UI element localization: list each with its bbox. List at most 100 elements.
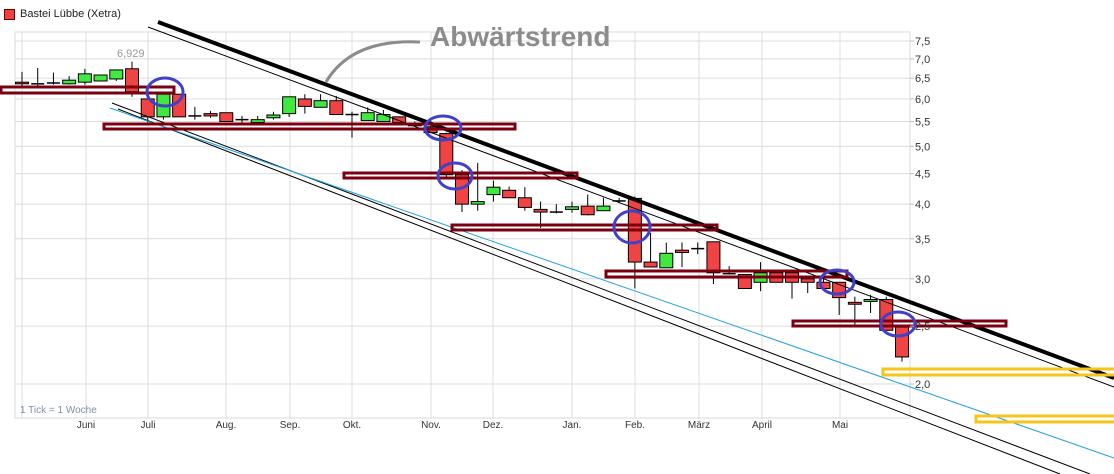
x-tick-label: Feb. (625, 420, 645, 431)
y-tick-label: 6,5 (915, 73, 930, 85)
channel-line-lower-2 (117, 108, 1061, 474)
candle (46, 72, 60, 85)
breakout-marker (818, 268, 856, 296)
candle (486, 180, 501, 202)
annotations: Abwärtstrend 6,929 1 Tick = 1 Woche (0, 20, 1114, 474)
y-tick-label: 5,0 (915, 141, 930, 153)
candle (502, 186, 517, 199)
candle-body (15, 81, 29, 85)
candle (31, 67, 45, 87)
candle (565, 201, 579, 213)
y-tick-label: 5,5 (915, 117, 930, 129)
candle (329, 95, 344, 116)
axes: 7,5 7,0 6,5 6,0 5,5 5,0 4,5 4,0 3,5 3,0 2,5 2,0 Juni… (77, 36, 930, 431)
x-tick-label: Jan. (563, 420, 582, 431)
candle-body (203, 113, 218, 117)
candle-body (706, 241, 721, 274)
candle (470, 162, 485, 211)
candle (455, 170, 469, 213)
candle (15, 71, 29, 87)
candle (376, 109, 391, 123)
trend-line-thick (157, 20, 1114, 380)
x-tick-label: Dez. (483, 420, 504, 431)
candle (549, 204, 563, 214)
candle-body (895, 326, 909, 358)
candle-body (847, 301, 862, 305)
candle-body (533, 208, 548, 213)
candle (62, 76, 77, 85)
y-tick-label: 2,0 (915, 379, 930, 391)
candle (77, 68, 92, 85)
support-zone-4 (450, 223, 719, 232)
candle-body (266, 114, 281, 119)
breakout-marker (436, 161, 474, 191)
candle-body (517, 197, 532, 208)
tick-note: 1 Tick = 1 Woche (20, 405, 97, 416)
candle-body (250, 119, 265, 123)
candle (297, 94, 312, 114)
channel-line-lower-1 (111, 102, 1091, 474)
candle (580, 194, 595, 216)
x-tick-label: Aug. (216, 420, 237, 431)
candle-body (863, 299, 878, 302)
x-tick-label: April (752, 420, 772, 431)
candle (93, 74, 108, 82)
x-tick-label: Mai (832, 420, 848, 431)
candle (203, 110, 218, 118)
candle-body (580, 205, 595, 216)
y-tick-label: 7,0 (915, 54, 930, 66)
candle-body (675, 249, 689, 254)
candle-body (470, 201, 485, 205)
candle (596, 197, 611, 212)
candle-body (360, 112, 375, 122)
candle (282, 96, 297, 117)
candle (863, 294, 878, 313)
breakout-marker (612, 209, 652, 245)
y-tick-label: 4,5 (915, 169, 930, 181)
candle-body (93, 74, 108, 82)
support-zone-2 (102, 122, 517, 131)
y-tick-label: 4,0 (915, 199, 930, 211)
candle-body (565, 206, 579, 210)
candle (675, 242, 689, 267)
x-tick-label: Sep. (280, 420, 301, 431)
candle (643, 232, 658, 268)
y-tick-label: 2,5 (915, 321, 930, 333)
x-tick-label: Okt. (343, 420, 361, 431)
annotation-arrow (324, 40, 421, 83)
support-zone-5 (604, 269, 849, 279)
candle-body (502, 189, 517, 199)
candle-body (109, 69, 124, 80)
candle (517, 187, 532, 211)
candle (109, 69, 124, 81)
candle-body (392, 116, 407, 123)
y-tick-label: 3,0 (915, 274, 930, 286)
candle (235, 115, 249, 123)
candle-body (376, 114, 391, 123)
breakout-marker (423, 114, 463, 142)
candle-body (659, 252, 674, 269)
candle-body (486, 186, 501, 196)
x-tick-label: Juni (77, 420, 95, 431)
candle (659, 242, 674, 269)
candle-body (596, 205, 611, 212)
candle (360, 107, 375, 122)
y-tick-label: 6,0 (915, 94, 930, 106)
candle (800, 278, 815, 294)
chart-legend: Bastei Lübbe (Xetra) (4, 8, 121, 20)
candle-body (297, 98, 312, 107)
annotation-title: Abwärtstrend (430, 21, 610, 52)
candles (15, 61, 909, 362)
x-tick-label: März (688, 420, 710, 431)
trend-line-blue (109, 107, 1114, 459)
candle (266, 111, 281, 120)
candle-body (329, 100, 344, 116)
plot-frame (14, 31, 911, 419)
candle-body (313, 100, 328, 108)
support-zone-6 (791, 319, 1008, 328)
target-zone-1 (881, 367, 1114, 377)
breakout-marker (145, 76, 185, 108)
support-zone-1 (0, 85, 176, 95)
legend-label: Bastei Lübbe (Xetra) (20, 8, 121, 20)
